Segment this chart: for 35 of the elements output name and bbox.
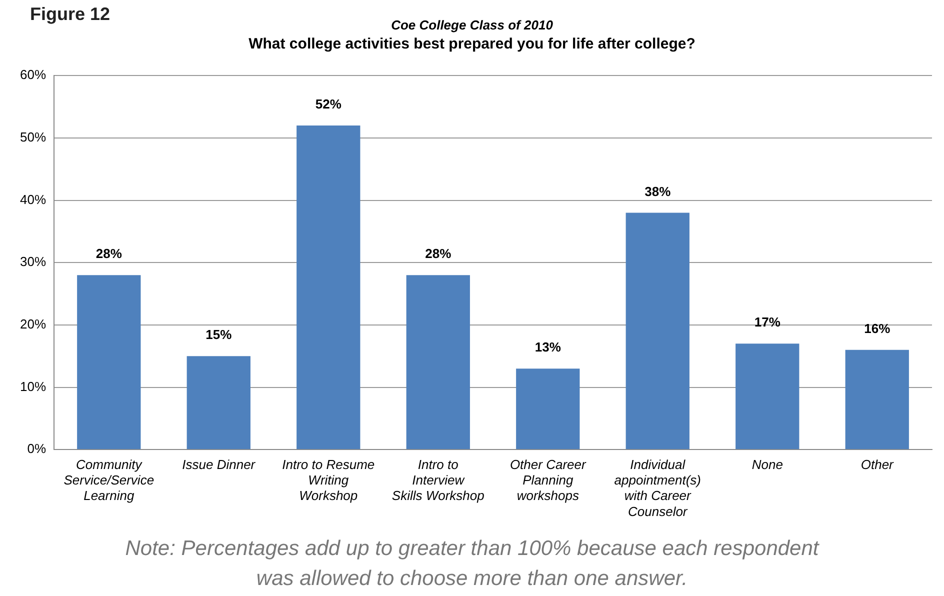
bar	[845, 350, 909, 450]
x-tick-label: None	[752, 457, 783, 472]
y-tick-label: 60%	[20, 67, 46, 82]
x-tick-label: Other Career Planning workshops	[510, 457, 586, 504]
x-tick-label: Other	[860, 457, 894, 472]
chart-title: Coe College Class of 2010	[391, 17, 554, 32]
chart-subtitle: What college activities best prepared you for life after college?	[248, 36, 696, 53]
bar	[736, 344, 800, 450]
bar	[296, 125, 360, 450]
y-tick-label: 20%	[20, 316, 46, 332]
x-tick-label: Intro to Resume Writing Workshop	[282, 457, 375, 504]
data-label: 16%	[864, 320, 891, 336]
y-tick-label: 40%	[20, 192, 46, 207]
text: Note: Percentages add up to greater than 100% because each respondent was allowed to choose more than one answer.	[124, 536, 820, 592]
data-label: 28%	[425, 246, 452, 262]
bar	[186, 356, 250, 450]
bar	[406, 275, 470, 450]
y-tick-label: 10%	[20, 378, 46, 394]
data-label: 17%	[754, 314, 781, 330]
bar	[626, 212, 690, 450]
x-tick-label: Issue Dinner	[182, 457, 256, 472]
x-tick-label: Individual appointment(s) with Career Counselor	[614, 457, 701, 519]
bar	[77, 275, 141, 450]
caption: Figure 12	[30, 4, 110, 25]
y-tick-label: 0%	[27, 441, 46, 456]
data-label: 52%	[315, 96, 342, 112]
x-tick-label: Community Service/Service Learning	[64, 457, 154, 504]
data-label: 28%	[96, 246, 122, 262]
y-tick-label: 50%	[20, 130, 46, 145]
y-tick-label: 30%	[20, 254, 46, 270]
data-label: 15%	[206, 327, 232, 342]
data-label: 38%	[644, 184, 672, 199]
data-label: 13%	[534, 340, 562, 355]
bar	[516, 368, 580, 450]
x-tick-label: Intro to Interview Skills Workshop	[392, 457, 484, 504]
